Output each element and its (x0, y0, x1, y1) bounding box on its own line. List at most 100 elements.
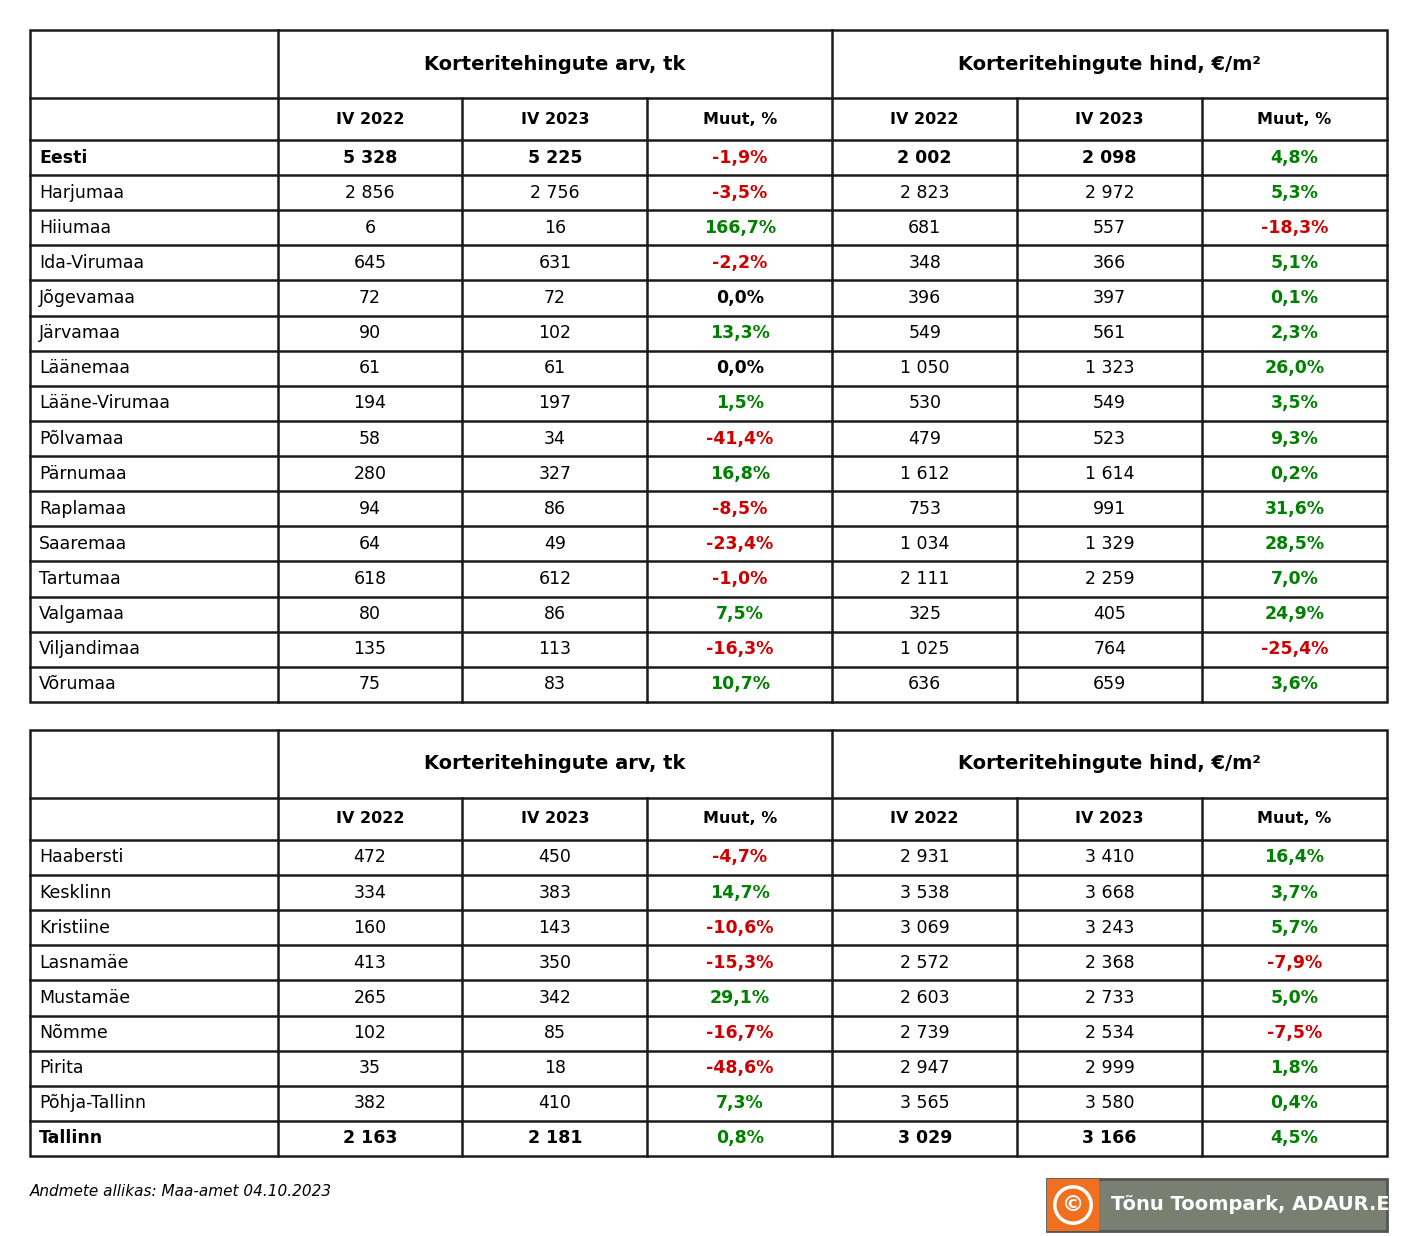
Text: -15,3%: -15,3% (706, 954, 774, 971)
Text: 530: 530 (908, 394, 941, 413)
Text: 1 323: 1 323 (1085, 360, 1135, 377)
Text: Raplamaa: Raplamaa (40, 499, 126, 518)
Text: 5,3%: 5,3% (1271, 184, 1318, 201)
Text: Nõmme: Nõmme (40, 1025, 108, 1042)
Text: IV 2022: IV 2022 (890, 811, 959, 827)
Text: 5 225: 5 225 (527, 148, 582, 167)
Text: 113: 113 (538, 640, 571, 659)
Text: -16,7%: -16,7% (706, 1025, 774, 1042)
Text: 383: 383 (538, 884, 571, 901)
Text: 31,6%: 31,6% (1264, 499, 1325, 518)
Text: 29,1%: 29,1% (710, 989, 769, 1007)
Text: 3 565: 3 565 (900, 1094, 949, 1112)
Text: 2 534: 2 534 (1085, 1025, 1135, 1042)
Text: 2 931: 2 931 (900, 848, 949, 866)
Text: 0,0%: 0,0% (716, 360, 764, 377)
Text: 2 002: 2 002 (897, 148, 952, 167)
Text: 16,8%: 16,8% (710, 465, 769, 482)
Text: 9,3%: 9,3% (1271, 430, 1318, 447)
Text: 135: 135 (353, 640, 387, 659)
Text: 3 538: 3 538 (900, 884, 949, 901)
Text: Võrumaa: Võrumaa (40, 675, 116, 693)
Text: 18: 18 (544, 1059, 565, 1078)
Text: 631: 631 (538, 253, 571, 272)
Text: 6: 6 (364, 219, 376, 237)
Text: 2 111: 2 111 (900, 570, 949, 588)
Text: -7,5%: -7,5% (1267, 1025, 1322, 1042)
Text: Kristiine: Kristiine (40, 918, 111, 937)
Text: -2,2%: -2,2% (713, 253, 768, 272)
Text: Muut, %: Muut, % (703, 111, 777, 126)
Text: 1 612: 1 612 (900, 465, 949, 482)
Text: 350: 350 (538, 954, 571, 971)
Text: 24,9%: 24,9% (1264, 606, 1325, 623)
Text: 3,7%: 3,7% (1271, 884, 1318, 901)
Text: 280: 280 (353, 465, 387, 482)
Text: 410: 410 (538, 1094, 571, 1112)
Text: 7,5%: 7,5% (716, 606, 764, 623)
Text: 3 029: 3 029 (897, 1130, 952, 1147)
Text: 3,5%: 3,5% (1271, 394, 1318, 413)
Text: 1 034: 1 034 (900, 535, 949, 552)
Text: 991: 991 (1093, 499, 1127, 518)
Text: 348: 348 (908, 253, 941, 272)
Text: 5,0%: 5,0% (1271, 989, 1319, 1007)
Text: Tõnu Toompark, ADAUR.EE: Tõnu Toompark, ADAUR.EE (1111, 1195, 1403, 1215)
Bar (30, 730, 1387, 1156)
Text: -48,6%: -48,6% (706, 1059, 774, 1078)
Text: 764: 764 (1093, 640, 1127, 659)
Text: 80: 80 (359, 606, 381, 623)
Text: 3 668: 3 668 (1085, 884, 1135, 901)
Text: Järvamaa: Järvamaa (40, 324, 120, 342)
Text: 5 328: 5 328 (343, 148, 397, 167)
Text: 327: 327 (538, 465, 571, 482)
Text: 2 098: 2 098 (1083, 148, 1136, 167)
Text: Korteritehingute arv, tk: Korteritehingute arv, tk (424, 54, 686, 73)
Text: IV 2023: IV 2023 (1076, 111, 1144, 126)
Text: 7,0%: 7,0% (1271, 570, 1318, 588)
Text: Muut, %: Muut, % (1257, 111, 1332, 126)
Text: 479: 479 (908, 430, 941, 447)
Text: 2 572: 2 572 (900, 954, 949, 971)
Text: Tallinn: Tallinn (40, 1130, 103, 1147)
Bar (30, 30, 1387, 702)
Text: 2 756: 2 756 (530, 184, 580, 201)
Text: 0,4%: 0,4% (1271, 1094, 1318, 1112)
Text: Korteritehingute hind, €/m²: Korteritehingute hind, €/m² (958, 54, 1261, 73)
Text: Harjumaa: Harjumaa (40, 184, 125, 201)
Text: 382: 382 (353, 1094, 387, 1112)
Bar (1047, 1179, 1387, 1231)
Text: -41,4%: -41,4% (706, 430, 774, 447)
Text: Eesti: Eesti (40, 148, 88, 167)
Text: -3,5%: -3,5% (713, 184, 768, 201)
Text: 1 614: 1 614 (1085, 465, 1135, 482)
Text: 72: 72 (544, 289, 565, 307)
Text: 10,7%: 10,7% (710, 675, 769, 693)
Text: 85: 85 (544, 1025, 565, 1042)
Text: 3 580: 3 580 (1085, 1094, 1135, 1112)
Text: IV 2023: IV 2023 (520, 811, 589, 827)
Text: 681: 681 (908, 219, 941, 237)
Text: 618: 618 (353, 570, 387, 588)
Text: IV 2022: IV 2022 (336, 111, 404, 126)
Text: Muut, %: Muut, % (1257, 811, 1332, 827)
Text: 325: 325 (908, 606, 941, 623)
Text: 26,0%: 26,0% (1264, 360, 1325, 377)
Text: Pirita: Pirita (40, 1059, 84, 1078)
Text: 2 856: 2 856 (346, 184, 395, 201)
Text: -1,0%: -1,0% (713, 570, 768, 588)
Text: 102: 102 (538, 324, 571, 342)
Text: Läänemaa: Läänemaa (40, 360, 130, 377)
Text: 0,8%: 0,8% (716, 1130, 764, 1147)
Text: 397: 397 (1093, 289, 1127, 307)
Text: Lääne-Virumaa: Lääne-Virumaa (40, 394, 170, 413)
Text: 4,5%: 4,5% (1271, 1130, 1318, 1147)
Text: 90: 90 (359, 324, 381, 342)
Text: 35: 35 (359, 1059, 381, 1078)
Text: 83: 83 (544, 675, 565, 693)
Text: 5,7%: 5,7% (1271, 918, 1318, 937)
Text: 2 972: 2 972 (1085, 184, 1135, 201)
Text: 61: 61 (544, 360, 565, 377)
Text: 16,4%: 16,4% (1264, 848, 1325, 866)
Text: 5,1%: 5,1% (1271, 253, 1319, 272)
